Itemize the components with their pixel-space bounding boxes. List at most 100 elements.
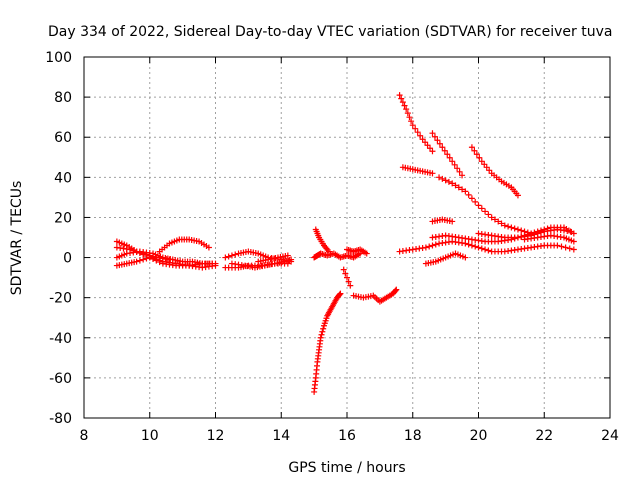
series-arc-p <box>396 92 436 155</box>
axis-ticks: 8 10 12 14 16 18 20 22 24 -80 -60 -40 -20 0 20 40 60 80 10… <box>45 50 619 444</box>
data-point <box>570 246 577 253</box>
data-point <box>567 228 574 235</box>
data-point <box>482 246 489 253</box>
x-tick-label: 16 <box>338 428 356 444</box>
data-point <box>429 170 436 177</box>
data-point <box>337 290 344 297</box>
data-point <box>417 132 424 139</box>
y-tick-label: 100 <box>45 50 72 66</box>
x-tick-label: 20 <box>470 428 488 444</box>
data-point <box>225 253 232 260</box>
data-point <box>562 244 569 251</box>
y-tick-label: -40 <box>49 331 72 347</box>
x-tick-label: 10 <box>141 428 159 444</box>
data-point <box>396 92 403 99</box>
data-point <box>476 154 483 161</box>
data-point <box>475 202 482 209</box>
y-tick-label: 20 <box>54 210 72 226</box>
data-point <box>439 144 446 151</box>
data-point <box>488 214 495 221</box>
x-tick-label: 24 <box>601 428 619 444</box>
data-point <box>449 218 456 225</box>
data-point <box>441 147 448 154</box>
data-point <box>427 145 434 152</box>
data-point <box>320 325 327 332</box>
x-tick-label: 14 <box>272 428 290 444</box>
data-point <box>127 246 134 253</box>
series-arc-d <box>156 236 212 255</box>
data-point <box>554 242 561 249</box>
data-point <box>133 258 140 265</box>
data-point <box>136 257 143 264</box>
y-tick-label: 60 <box>54 130 72 146</box>
data-point <box>501 222 508 229</box>
data-point <box>452 182 459 189</box>
data-point <box>140 256 147 263</box>
data-point <box>478 245 485 252</box>
data-point <box>409 122 416 129</box>
data-point <box>399 99 406 106</box>
y-axis-label: SDTVAR / TECUs <box>9 181 25 296</box>
data-point <box>439 175 446 182</box>
data-point <box>412 125 419 132</box>
data-point <box>518 227 525 234</box>
x-tick-label: 8 <box>80 428 89 444</box>
series-arc-w <box>475 226 574 241</box>
data-point <box>462 240 469 247</box>
data-point <box>393 286 400 293</box>
series-arc-i <box>255 252 291 265</box>
chart-title: Day 334 of 2022, Sidereal Day-to-day VTE… <box>48 24 612 40</box>
data-point <box>446 154 453 161</box>
data-point <box>511 225 518 232</box>
data-point <box>143 251 150 258</box>
x-tick-label: 18 <box>404 428 422 444</box>
series-arc-s <box>436 174 535 237</box>
data-point <box>146 252 153 259</box>
data-point <box>468 242 475 249</box>
data-point <box>478 158 485 165</box>
data-point <box>422 139 429 146</box>
data-point <box>483 164 490 171</box>
data-point <box>209 260 216 267</box>
data-point <box>325 248 332 255</box>
data-point <box>336 291 343 298</box>
data-point <box>465 191 472 198</box>
data-point <box>491 216 498 223</box>
data-point <box>514 192 521 199</box>
data-point <box>130 247 137 254</box>
data-point <box>342 270 349 277</box>
data-point <box>570 230 577 237</box>
x-tick-label: 12 <box>207 428 225 444</box>
data-point <box>465 241 472 248</box>
data-point <box>475 244 482 251</box>
series-arc-v <box>396 238 577 255</box>
data-point <box>319 328 326 335</box>
data-point <box>481 161 488 168</box>
data-point <box>222 254 229 261</box>
data-point <box>462 254 469 261</box>
data-point <box>445 178 452 185</box>
data-point <box>449 158 456 165</box>
data-point <box>495 218 502 225</box>
data-point <box>363 250 370 257</box>
data-point <box>498 220 505 227</box>
data-point <box>468 195 475 202</box>
data-point <box>473 151 480 158</box>
data-point <box>449 180 456 187</box>
data-point <box>451 161 458 168</box>
series-arc-q <box>399 164 436 177</box>
series-arc-z <box>521 232 577 245</box>
data-point <box>454 165 461 172</box>
data-point <box>205 244 212 251</box>
series-arc-h <box>228 256 295 271</box>
data-point <box>133 248 140 255</box>
data-point <box>455 184 462 191</box>
data-point <box>288 256 295 263</box>
data-point <box>472 243 479 250</box>
data-point <box>431 133 438 140</box>
data-point <box>570 238 577 245</box>
series-arc-t <box>468 144 521 199</box>
data-point <box>392 287 399 294</box>
data-point <box>424 142 431 149</box>
data-point <box>471 147 478 154</box>
